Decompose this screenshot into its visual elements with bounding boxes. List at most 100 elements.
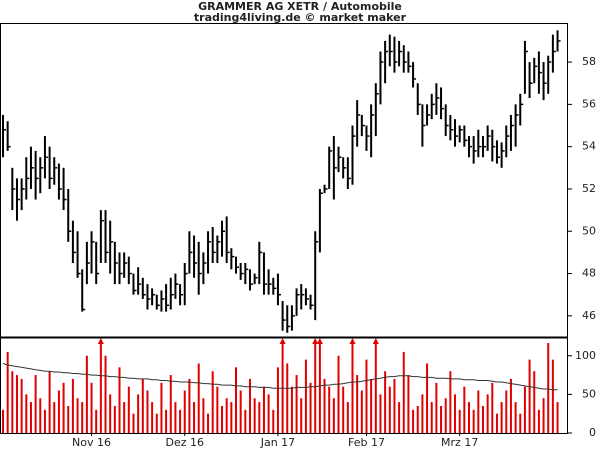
y-tick-label: 56 xyxy=(582,97,596,110)
volume-bar xyxy=(244,409,247,433)
volume-bar xyxy=(6,351,9,433)
volume-bar xyxy=(183,390,186,433)
volume-bar xyxy=(34,375,37,433)
y-tick-label: 48 xyxy=(582,267,596,280)
x-tick-label: Dez 16 xyxy=(165,436,204,449)
volume-bar xyxy=(57,390,60,433)
volume-bar xyxy=(90,382,93,433)
volume-bar xyxy=(15,375,18,433)
overflow-arrow xyxy=(97,338,104,344)
volume-bar xyxy=(421,394,424,433)
volume-bar xyxy=(81,402,84,433)
volume-bar xyxy=(430,402,433,433)
volume-bar xyxy=(188,378,191,433)
volume-bar xyxy=(123,402,126,433)
volume-bar xyxy=(165,409,168,433)
volume-bar xyxy=(332,398,335,433)
volume-bar xyxy=(2,409,4,433)
volume-bar xyxy=(402,351,405,433)
volume-bar xyxy=(416,405,419,433)
volume-bar xyxy=(365,359,368,433)
volume-bar xyxy=(95,409,98,433)
volume-bar xyxy=(393,378,396,433)
volume-bar xyxy=(76,398,79,433)
volume-bar xyxy=(155,413,158,433)
volume-bar xyxy=(314,343,317,433)
volume-bar xyxy=(39,398,42,433)
x-tick-label: Jan 17 xyxy=(260,436,295,449)
volume-bar xyxy=(113,405,116,433)
volume-bar xyxy=(174,402,177,433)
volume-bar xyxy=(547,343,550,433)
volume-bar xyxy=(137,394,140,433)
y-tick-label: 50 xyxy=(582,387,596,400)
volume-bar xyxy=(248,378,251,433)
volume-bar xyxy=(472,409,475,433)
volume-bar xyxy=(309,382,312,433)
plot-frame xyxy=(0,23,568,434)
volume-bar xyxy=(216,386,219,433)
volume-bar xyxy=(491,382,494,433)
volume-bar xyxy=(379,394,382,433)
volume-bar xyxy=(500,402,503,433)
volume-bar xyxy=(29,402,32,433)
volume-bar xyxy=(276,367,279,433)
volume-bar xyxy=(542,398,545,433)
y-tick-label: 58 xyxy=(582,55,596,68)
volume-bar xyxy=(127,386,130,433)
moving-average xyxy=(2,363,558,391)
volume-bar xyxy=(11,371,14,433)
volume-bar xyxy=(118,367,121,433)
y-tick-label: 0 xyxy=(589,426,596,439)
volume-bar xyxy=(346,402,349,433)
volume-bar xyxy=(328,386,331,433)
volume-bar xyxy=(454,394,457,433)
y-tick-label: 100 xyxy=(575,349,596,362)
volume-bar xyxy=(318,343,321,433)
volume-bar xyxy=(48,371,51,433)
overflow-arrow xyxy=(349,338,356,344)
y-tick-label: 50 xyxy=(582,224,596,237)
volume-bar xyxy=(290,386,293,433)
volume-bar xyxy=(528,359,531,433)
volume-bar xyxy=(384,371,387,433)
volume-bar xyxy=(351,343,354,433)
volume-bar xyxy=(509,378,512,433)
overflow-arrow xyxy=(372,338,379,344)
volume-bar xyxy=(258,402,261,433)
volume-bar xyxy=(300,398,303,433)
volume-bar xyxy=(533,371,536,433)
volume-bar xyxy=(272,409,275,433)
volume-bar xyxy=(109,394,112,433)
volume-bar xyxy=(458,409,461,433)
volume-bar xyxy=(20,378,23,433)
volume-bar xyxy=(556,402,559,433)
chart-title: GRAMMER AG XETR / Automobile xyxy=(198,0,402,13)
volume-bar xyxy=(67,405,70,433)
volume-bar xyxy=(225,398,228,433)
volume-bar xyxy=(141,378,144,433)
volume-bar xyxy=(374,343,377,433)
volume-bar xyxy=(207,413,210,433)
volume-bar xyxy=(440,405,443,433)
volume-bar xyxy=(435,382,438,433)
volume-bar xyxy=(197,363,200,433)
volume-bar xyxy=(426,363,429,433)
x-tick-label: Feb 17 xyxy=(348,436,385,449)
volume-bar xyxy=(151,402,154,433)
volume-bar xyxy=(235,367,237,433)
volume-bar xyxy=(193,402,196,433)
volume-bar xyxy=(146,390,149,433)
volume-bar xyxy=(505,390,508,433)
volume-bar xyxy=(514,402,517,433)
volume-bar xyxy=(230,402,233,433)
volume-bar xyxy=(323,378,326,433)
volume-bar xyxy=(551,359,554,433)
volume-bar xyxy=(537,409,540,433)
volume-bar xyxy=(132,413,135,433)
volume-bar xyxy=(481,405,484,433)
volume-bar xyxy=(239,390,242,433)
volume-bar xyxy=(295,375,298,433)
volume-bar xyxy=(398,402,401,433)
